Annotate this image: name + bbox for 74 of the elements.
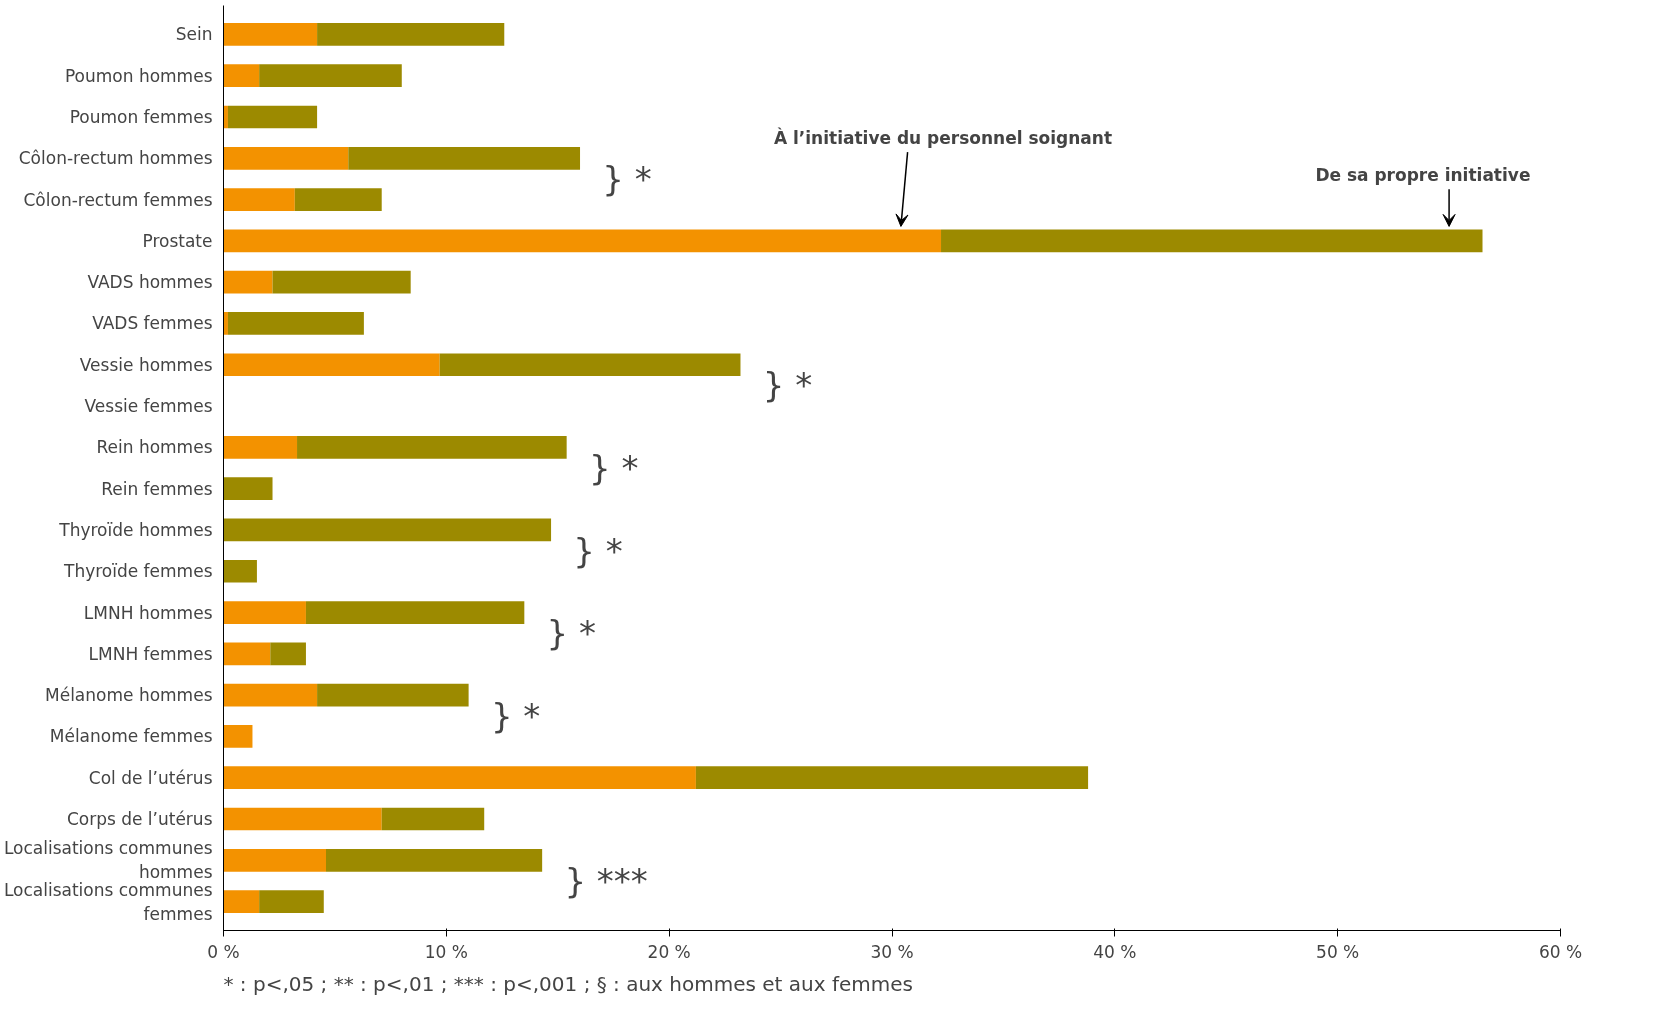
bar	[294, 188, 382, 211]
x-tick-label: 40 %	[1093, 941, 1137, 962]
y-tick-label: Prostate	[142, 230, 213, 251]
bar	[348, 146, 581, 170]
y-tick-label: Côlon-rectum femmes	[23, 189, 213, 210]
bar	[223, 601, 306, 624]
x-tick-label: 10 %	[424, 941, 468, 962]
y-tick-label: Rein femmes	[101, 478, 213, 499]
y-tick-label: Corps de l’utérus	[66, 809, 213, 829]
annotation: } *	[762, 365, 813, 406]
annotation: } *	[602, 158, 652, 199]
bar	[223, 725, 253, 748]
bar	[223, 23, 318, 46]
bar	[227, 105, 318, 129]
bar	[223, 518, 552, 542]
y-tick-label: Thyroïde femmes	[63, 561, 213, 582]
bar	[223, 807, 382, 831]
y-tick-label: Mélanome femmes	[49, 726, 213, 747]
bar	[381, 807, 485, 831]
x-tick-label: 0 %	[207, 941, 240, 962]
bar	[223, 766, 696, 790]
y-tick-label: VADS femmes	[92, 313, 213, 334]
y-tick-label: Côlon-rectum hommes	[18, 148, 213, 169]
bar	[223, 477, 273, 500]
bar	[317, 23, 505, 46]
y-tick-label: VADS hommes	[87, 272, 213, 293]
bar	[223, 683, 318, 707]
text: * : p<,05 ; ** : p<,01 ; *** : p<,001 ; § : aux hommes et aux femmes	[223, 971, 913, 996]
y-tick-label: Thyroïde hommes	[58, 519, 213, 540]
bar	[223, 559, 257, 583]
bar	[223, 436, 298, 459]
y-tick-label: Rein hommes	[96, 437, 213, 458]
text: À l’initiative du personnel soignant	[773, 126, 1113, 148]
x-tick-label: 50 %	[1316, 941, 1360, 962]
bar	[223, 146, 349, 170]
bar	[227, 312, 364, 335]
bar	[223, 848, 326, 872]
bar	[439, 353, 741, 377]
annotation: } ***	[564, 860, 648, 901]
bar	[223, 64, 260, 88]
bar	[941, 229, 1483, 253]
y-tick-label: Sein	[175, 24, 213, 45]
y-tick-label: Mélanome hommes	[45, 685, 213, 706]
text: De sa propre initiative	[1315, 165, 1531, 186]
bar	[223, 353, 440, 377]
y-tick-label: Col de l’utérus	[88, 767, 213, 788]
bar	[317, 683, 469, 707]
x-tick-label: 60 %	[1538, 941, 1583, 962]
annotation: } *	[546, 613, 597, 654]
x-tick-label: 30 %	[870, 941, 914, 962]
x-tick-label: 20 %	[647, 941, 691, 962]
annotation: } *	[573, 530, 623, 571]
bar	[223, 890, 260, 913]
annotation: } *	[490, 695, 541, 736]
bar	[259, 890, 324, 913]
y-tick-label: LMNH femmes	[88, 643, 213, 664]
bar	[270, 642, 306, 666]
bar	[223, 188, 295, 211]
y-tick-label: LMNH hommes	[83, 602, 213, 623]
y-tick-label: Poumon femmes	[69, 107, 213, 127]
bar	[272, 270, 411, 294]
bar	[223, 270, 273, 294]
y-tick-label: Poumon hommes	[64, 65, 213, 86]
y-tick-label: Vessie hommes	[79, 354, 213, 375]
annotation: } *	[588, 448, 639, 488]
bar	[223, 229, 942, 253]
bar	[695, 766, 1089, 790]
bar	[326, 848, 543, 872]
bar	[223, 642, 271, 666]
bar	[259, 64, 402, 88]
bar	[223, 312, 228, 335]
bar	[297, 436, 567, 459]
y-tick-label: Vessie femmes	[84, 396, 213, 417]
bar	[305, 601, 525, 624]
